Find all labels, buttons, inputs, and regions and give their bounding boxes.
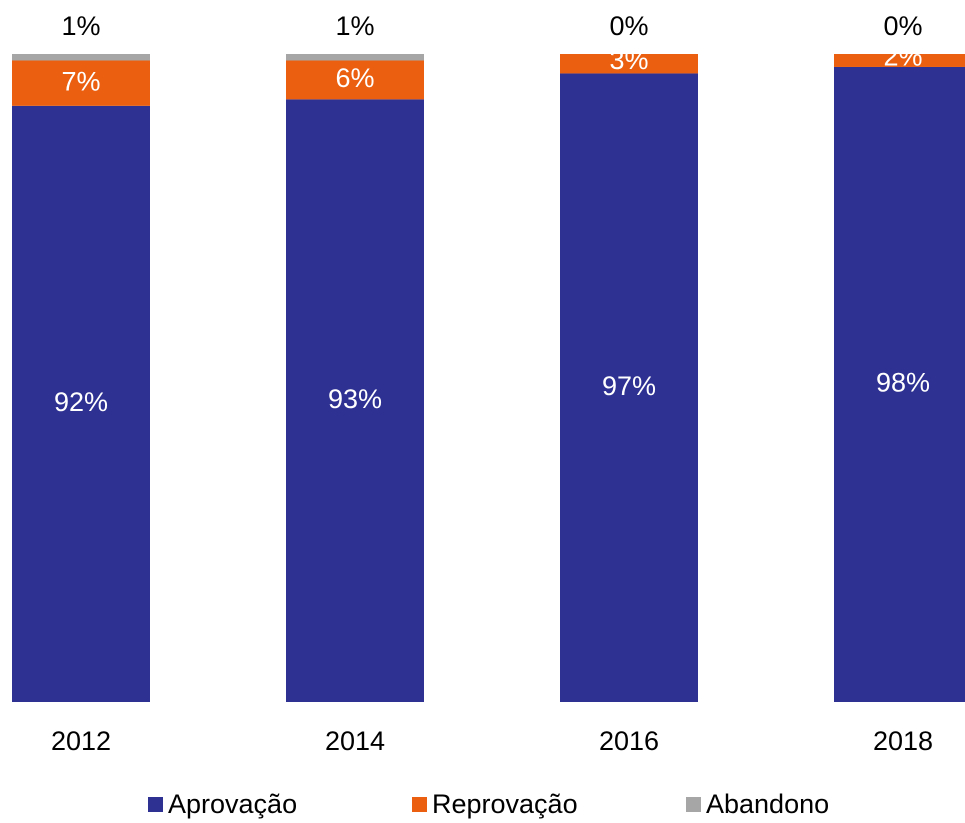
data-label: 0% [609,11,648,41]
bar-segment [286,54,424,61]
data-label: 92% [54,387,108,417]
data-label: 1% [335,11,374,41]
data-label: 97% [602,371,656,401]
legend-label: Reprovação [432,789,578,819]
bar-segment [834,54,965,67]
legend-swatch [148,797,163,812]
bar-segment [286,60,424,100]
bar-segment [12,60,150,106]
data-label: 1% [61,11,100,41]
legend-label: Aprovação [168,789,297,819]
bar-segment [12,54,150,61]
data-label: 98% [876,368,930,398]
legend-label: Abandono [706,789,829,819]
data-label: 0% [883,11,922,41]
data-label: 2% [883,42,922,72]
x-tick-label: 2014 [325,726,385,756]
data-label: 93% [328,384,382,414]
bar-segment [834,66,965,702]
data-label: 6% [335,63,374,93]
bar-segment [560,73,698,702]
x-tick-label: 2018 [873,726,933,756]
legend-swatch [412,797,427,812]
bar-segment [12,105,150,703]
x-tick-label: 2016 [599,726,659,756]
data-label: 3% [609,45,648,75]
bar-segment [286,99,424,703]
legend-swatch [686,797,701,812]
x-tick-label: 2012 [51,726,111,756]
data-label: 7% [61,66,100,96]
bar-segment [560,54,698,74]
